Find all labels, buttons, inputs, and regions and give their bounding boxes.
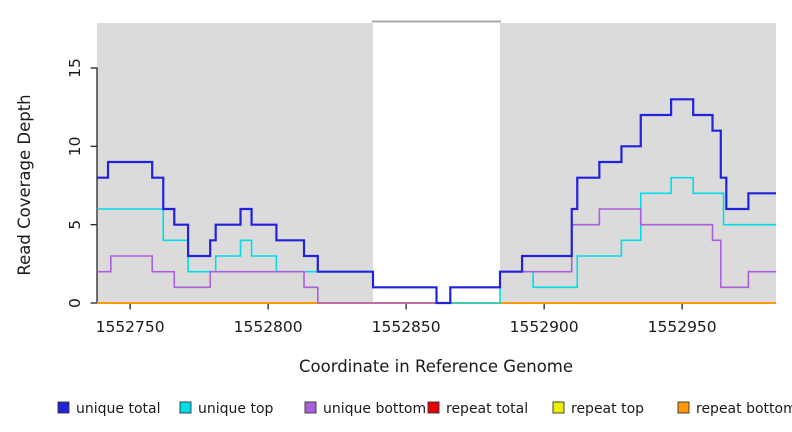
legend-swatch [57,401,70,414]
x-tick-label: 1552750 [96,318,165,336]
legend-item-repeat-top: repeat top [552,401,644,417]
legend-label: repeat total [446,401,528,417]
legend-label: repeat bottom [696,401,792,417]
legend-label: unique total [76,401,160,417]
legend-item-repeat-bottom: repeat bottom [677,401,792,417]
x-tick-label: 1552950 [648,318,717,336]
y-tick-label: 10 [66,136,84,156]
legend-item-unique-total: unique total [57,401,160,417]
series-layer [97,98,776,305]
legend-label: unique top [198,401,274,417]
x-tick-label: 1552800 [234,318,303,336]
series-line-unique-total [97,98,776,305]
legend-swatch [677,401,690,414]
x-tick-label: 1552850 [372,318,441,336]
legend-swatch [179,401,192,414]
x-tick-label: 1552900 [510,318,579,336]
x-axis-title: Coordinate in Reference Genome [299,357,573,376]
shaded-regions-layer [97,20,776,303]
legend-item-unique-top: unique top [179,401,274,417]
legend-item-repeat-total: repeat total [427,401,528,417]
shaded-region-1 [499,23,776,303]
legend-swatch [427,401,440,414]
legend: unique total unique top unique bottom repea… [57,401,792,417]
legend-swatch [304,401,317,414]
y-tick-label: 0 [66,298,84,308]
legend-label: unique bottom [323,401,426,417]
series-line-unique-top [97,176,776,304]
y-axis-title: Read Coverage Depth [15,94,34,275]
legend-item-unique-bottom: unique bottom [304,401,426,417]
y-tick-label: 5 [66,220,84,230]
y-tick-label: 15 [66,58,84,78]
legend-label: repeat top [571,401,644,417]
legend-swatch [552,401,565,414]
